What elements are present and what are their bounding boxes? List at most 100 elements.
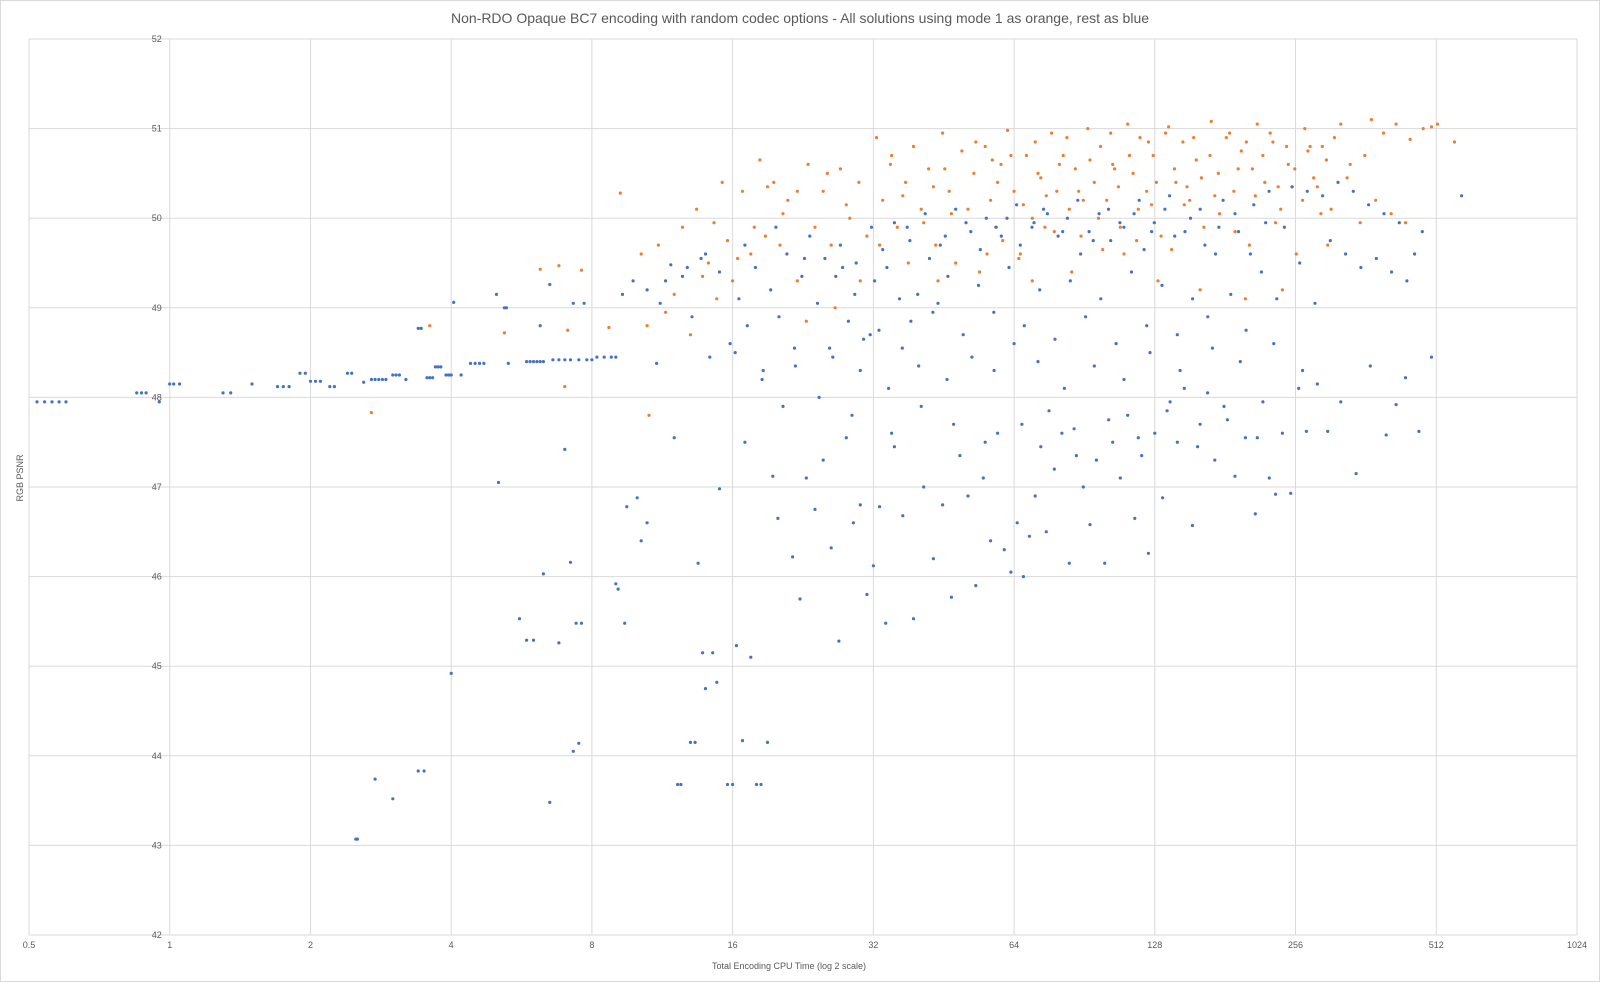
data-point <box>712 221 716 225</box>
data-point <box>1012 189 1016 193</box>
data-point <box>614 582 618 586</box>
data-point <box>1068 279 1072 283</box>
x-tick-label: 64 <box>1009 940 1019 950</box>
data-point <box>625 505 629 509</box>
data-point <box>548 282 552 287</box>
data-point <box>1039 445 1043 449</box>
data-point <box>765 185 770 189</box>
data-point <box>1213 458 1217 462</box>
data-point <box>868 333 872 337</box>
data-point <box>478 361 482 365</box>
data-point <box>1243 436 1247 440</box>
data-point <box>804 319 808 323</box>
data-point <box>1312 176 1316 180</box>
data-point <box>992 310 996 314</box>
data-point <box>862 337 866 341</box>
data-point <box>1009 570 1013 574</box>
data-point <box>737 297 741 301</box>
data-point <box>574 621 578 625</box>
x-tick-label: 1 <box>167 940 172 950</box>
data-point <box>496 480 501 485</box>
data-point <box>793 364 798 368</box>
data-point <box>538 324 542 328</box>
data-point <box>482 361 486 365</box>
data-point <box>1055 189 1059 193</box>
data-point <box>1367 203 1371 207</box>
data-point <box>1116 185 1120 189</box>
data-point <box>1382 212 1386 216</box>
data-point <box>1111 440 1115 444</box>
data-point <box>1348 162 1352 166</box>
data-point <box>1042 207 1046 211</box>
data-point <box>958 454 962 458</box>
data-point <box>1137 198 1141 202</box>
data-point <box>1073 167 1077 171</box>
data-point <box>577 741 581 745</box>
data-point <box>1290 185 1294 189</box>
data-point <box>772 180 776 184</box>
data-point <box>1076 198 1080 202</box>
data-point <box>635 496 639 500</box>
data-point <box>695 207 699 211</box>
data-point <box>639 252 643 256</box>
data-point <box>362 380 366 384</box>
data-point <box>623 621 627 625</box>
data-point <box>568 358 573 362</box>
data-point <box>557 641 561 645</box>
data-point <box>1036 360 1040 364</box>
data-point <box>318 379 322 383</box>
data-point <box>1202 225 1206 229</box>
data-point <box>1088 158 1092 162</box>
data-point <box>725 239 730 243</box>
data-point <box>1255 436 1259 440</box>
data-point <box>1374 256 1378 261</box>
data-point <box>1403 376 1408 380</box>
data-point <box>800 274 804 278</box>
data-point <box>804 476 808 480</box>
data-point <box>1109 239 1113 243</box>
data-point <box>345 371 350 375</box>
data-point <box>936 279 940 283</box>
data-point <box>1222 404 1226 408</box>
data-point <box>1133 516 1137 521</box>
data-point <box>1429 125 1434 129</box>
data-point <box>43 400 47 404</box>
data-point <box>978 248 982 252</box>
data-point <box>1030 279 1034 283</box>
data-point <box>380 377 384 382</box>
data-point <box>831 355 835 359</box>
data-point <box>833 306 837 310</box>
data-points <box>35 118 1464 841</box>
data-point <box>1384 433 1388 437</box>
data-point <box>1118 221 1122 225</box>
data-point <box>717 270 722 274</box>
data-point <box>1267 189 1271 193</box>
data-point <box>607 325 611 330</box>
data-point <box>1188 198 1192 202</box>
data-point <box>139 391 144 395</box>
data-point <box>990 158 994 162</box>
data-point <box>303 371 307 375</box>
data-point <box>1298 261 1302 265</box>
data-point <box>795 279 799 283</box>
data-point <box>1122 225 1126 229</box>
data-point <box>1233 474 1237 478</box>
data-point <box>602 355 606 359</box>
data-point <box>1289 491 1293 495</box>
data-point <box>1170 248 1174 252</box>
data-point <box>1086 127 1090 131</box>
data-point <box>1056 234 1060 238</box>
data-point <box>900 346 904 350</box>
data-point <box>1315 185 1319 189</box>
data-point <box>506 361 510 365</box>
data-point <box>922 221 926 225</box>
data-point <box>373 377 377 382</box>
data-point <box>931 310 935 314</box>
data-point <box>1067 561 1071 565</box>
data-point <box>817 395 821 399</box>
data-point <box>890 153 894 158</box>
data-point <box>444 373 448 377</box>
data-point <box>1460 194 1464 198</box>
data-point <box>1421 127 1425 131</box>
data-point <box>825 171 829 175</box>
